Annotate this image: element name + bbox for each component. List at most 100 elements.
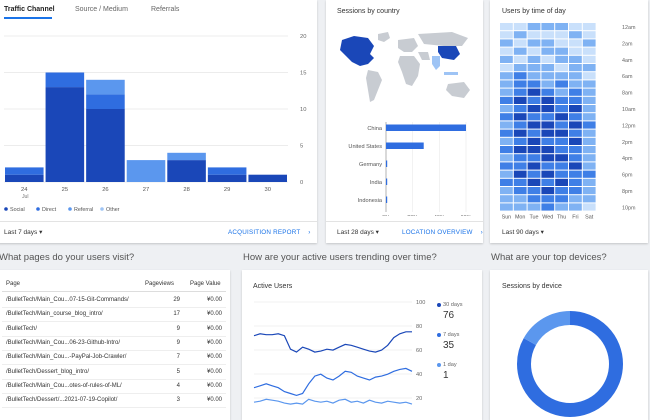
y-tick-label: 20 [300, 34, 306, 40]
country-bar [386, 142, 424, 149]
heatmap-cell [513, 154, 527, 162]
heatmap-cell [513, 105, 527, 113]
active-users-question: How are your active users trending over … [243, 252, 437, 263]
hour-label: 6pm [622, 173, 633, 179]
heatmap-cell [500, 72, 513, 80]
heatmap-cell [582, 64, 596, 72]
bar-segment-social [167, 160, 206, 182]
heatmap-cell [500, 96, 513, 104]
heatmap-cell [500, 39, 513, 47]
heatmap-cell [500, 47, 513, 55]
date-range-select[interactable]: Last 90 days ▾ [502, 228, 544, 236]
heatmap-cell [555, 80, 568, 88]
y-tick-label: 0 [300, 180, 303, 186]
sessions-by-device-card: Sessions by device [490, 270, 648, 420]
table-row[interactable]: /BulletTech/Main_Cou...otes-of-rules-of-… [2, 380, 226, 394]
heatmap-cell [555, 195, 568, 203]
table-row[interactable]: /BulletTech/Main_Cou...06-23-Github-Intr… [2, 337, 226, 351]
page-path-cell: /BulletTech/Main_Cou...-PayPal-Job-Crawl… [6, 354, 127, 361]
table-row[interactable]: /BulletTech/9 ¥0.00 [2, 323, 226, 337]
map-australia [446, 82, 470, 98]
card-title: Sessions by country [337, 8, 400, 15]
heatmap-cell [513, 170, 527, 178]
x-tick-label: 0% [382, 215, 390, 216]
heatmap-cell [527, 178, 541, 186]
y-tick-label: 80 [416, 324, 422, 330]
line-series-1-day [253, 398, 413, 405]
map-europe [398, 38, 418, 52]
day-label: Sun [502, 215, 512, 220]
location-overview-link[interactable]: LOCATION OVERVIEW › [402, 229, 483, 236]
heatmap-cell [541, 137, 555, 145]
bar-segment-social [45, 87, 85, 182]
bar-segment-social [5, 174, 44, 182]
legend-dot [437, 332, 441, 337]
date-range-select[interactable]: Last 7 days ▾ [4, 228, 42, 236]
map-greenland [378, 32, 390, 42]
table-row[interactable]: /BulletTech/Dessert_blog_intro/5 ¥0.00 [2, 366, 226, 380]
heatmap-cell [569, 170, 582, 178]
tab-referrals[interactable]: Referrals [151, 6, 180, 13]
page-value-cell: ¥0.00 [207, 311, 223, 318]
dropdown-caret-icon: ▾ [375, 229, 379, 236]
date-range-select[interactable]: Last 28 days ▾ [337, 228, 379, 236]
heatmap-cell [569, 96, 582, 104]
chevron-right-icon: › [308, 229, 311, 236]
heatmap-cell [555, 121, 568, 129]
column-header-pageviews[interactable]: Pageviews [145, 281, 175, 287]
pageviews-cell: 5 [176, 368, 180, 375]
pages-table-card: Page Pageviews Page Value /BulletTech/Ma… [0, 270, 230, 420]
y-tick-label: 15 [300, 71, 306, 77]
heatmap-cell [555, 55, 568, 63]
page-value-cell: ¥0.00 [207, 339, 223, 346]
table-row[interactable]: /BulletTech/Main_Cou...-PayPal-Job-Crawl… [2, 351, 226, 366]
bar-segment-social [248, 174, 287, 182]
table-row[interactable]: /BulletTech/Main_Cou...07-15-Git-Command… [2, 294, 226, 308]
heatmap-cell [582, 55, 596, 63]
heatmap-cell [569, 31, 582, 39]
heatmap-cell [555, 23, 568, 31]
line-series-30-days [253, 331, 412, 353]
heatmap-cell [541, 162, 555, 170]
heatmap-cell [500, 170, 513, 178]
y-tick-label: 40 [416, 372, 422, 378]
heatmap-cell [541, 203, 555, 211]
map-russia [418, 32, 468, 46]
hour-label: 2pm [622, 140, 633, 146]
heatmap-cell [569, 64, 582, 72]
heatmap-cell [555, 178, 568, 186]
heatmap-cell [582, 178, 596, 186]
bar-segment-direct [86, 94, 125, 109]
acquisition-report-link[interactable]: ACQUISITION REPORT › [228, 229, 311, 236]
heatmap-cell [555, 146, 568, 154]
heatmap-cell [569, 113, 582, 121]
legend-label-text: 1 day [443, 362, 457, 368]
pages-question: What pages do your users visit? [0, 252, 135, 263]
hour-label: 10pm [622, 205, 636, 211]
hour-label: 4am [622, 58, 633, 64]
heatmap-cell [582, 187, 596, 195]
hour-label: 2am [622, 41, 633, 47]
x-tick-label: 20% [407, 215, 418, 216]
heatmap-cell [555, 96, 568, 104]
country-bar [386, 124, 466, 131]
legend-label: 30 days [437, 302, 481, 308]
heatmap-cell [569, 195, 582, 203]
country-label: China [367, 126, 383, 132]
heatmap-cell [555, 31, 568, 39]
tab-traffic-channel[interactable]: Traffic Channel [4, 6, 55, 13]
column-header-page-value[interactable]: Page Value [190, 281, 221, 287]
page-value-cell: ¥0.00 [207, 397, 223, 404]
legend-label-text: 30 days [443, 302, 463, 308]
map-indonesia [444, 72, 458, 75]
heatmap-cell [513, 146, 527, 154]
heatmap-cell [555, 170, 568, 178]
tab-source-medium[interactable]: Source / Medium [75, 6, 128, 13]
table-row[interactable]: /BulletTech/Main_course_blog_intro/17 ¥0.… [2, 308, 226, 323]
pageviews-cell: 29 [173, 297, 180, 303]
x-tick-label: 29 [224, 187, 230, 193]
hour-label: 8pm [622, 189, 633, 195]
map-middle-east [418, 52, 430, 60]
heatmap-cell [541, 113, 555, 121]
table-row[interactable]: /BulletTech/Dessert/...2021-07-19-Copilo… [2, 394, 226, 409]
